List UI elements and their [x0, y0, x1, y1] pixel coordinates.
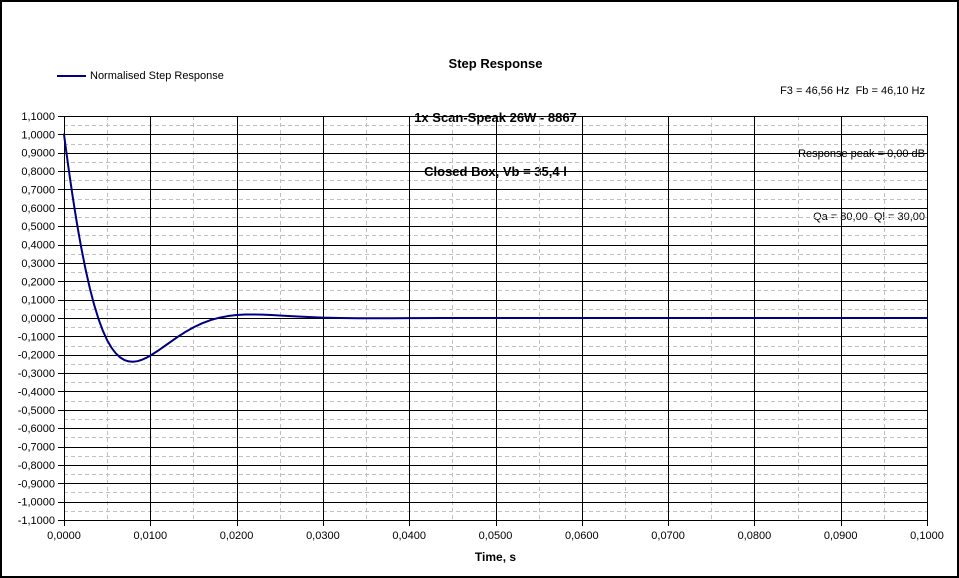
x-tick-label: 0,0300 — [306, 530, 340, 542]
step-response-curve — [63, 133, 928, 363]
y-tick-label: 0,5000 — [21, 221, 55, 233]
y-tick-label: 0,9000 — [21, 148, 55, 160]
y-tick-label: -0,3000 — [18, 368, 55, 380]
legend-line-swatch — [57, 75, 86, 77]
x-tick-label: 0,0100 — [133, 530, 167, 542]
y-tick-label: 0,8000 — [21, 166, 55, 178]
y-tick-label: -0,9000 — [18, 478, 55, 490]
x-tick-label: 0,0200 — [220, 530, 254, 542]
y-tick-label: 0,7000 — [21, 184, 55, 196]
y-tick-label: 0,0000 — [21, 313, 55, 325]
x-tick-label: 0,0500 — [479, 530, 513, 542]
x-tick-label: 0,0400 — [392, 530, 426, 542]
x-axis-title: Time, s — [474, 550, 517, 564]
y-tick-label: -0,1000 — [18, 331, 55, 343]
y-tick-label: -0,5000 — [18, 405, 55, 417]
y-tick-label: 0,4000 — [21, 240, 55, 252]
y-tick-label: 0,2000 — [21, 276, 55, 288]
x-tick-label: 0,0900 — [824, 530, 858, 542]
y-tick-label: 0,3000 — [21, 258, 55, 270]
chart-subtitle-driver: 1x Scan-Speak 26W - 8867 — [414, 110, 577, 125]
y-tick-label: 0,6000 — [21, 203, 55, 215]
chart-title: Step Response — [448, 56, 543, 71]
y-tick-label: 1,1000 — [21, 111, 55, 123]
y-tick-label: -1,1000 — [18, 515, 55, 527]
legend: Normalised Step Response — [57, 69, 224, 83]
y-tick-label: -1,0000 — [18, 497, 55, 509]
x-tick-label: 0,1000 — [910, 530, 944, 542]
x-tick-label: 0,0000 — [47, 530, 81, 542]
x-tick-label: 0,0700 — [651, 530, 685, 542]
y-tick-label: -0,7000 — [18, 442, 55, 454]
info-f3-fb: F3 = 46,56 Hz Fb = 46,10 Hz — [780, 85, 925, 97]
y-tick-label: -0,4000 — [18, 386, 55, 398]
x-tick-label: 0,0800 — [738, 530, 772, 542]
y-tick-label: -0,6000 — [18, 423, 55, 435]
y-tick-label: 1,0000 — [21, 129, 55, 141]
x-tick-label: 0,0600 — [565, 530, 599, 542]
legend-label: Normalised Step Response — [90, 70, 224, 82]
y-tick-label: 0,1000 — [21, 295, 55, 307]
y-tick-label: -0,2000 — [18, 350, 55, 362]
y-tick-label: -0,8000 — [18, 460, 55, 472]
